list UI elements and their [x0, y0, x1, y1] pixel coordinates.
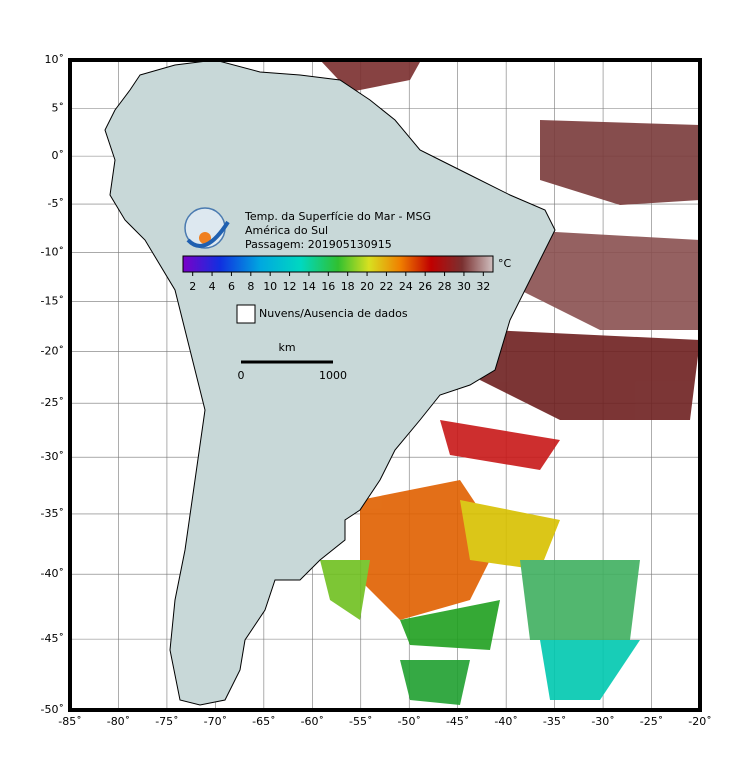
title-line: América do Sul — [245, 224, 328, 237]
colorbar-tick-label: 32 — [476, 280, 490, 293]
x-tick-label: -35˚ — [543, 715, 566, 728]
logo — [184, 207, 230, 249]
title-line: Passagem: 201905130915 — [245, 238, 392, 251]
y-tick-label: -10˚ — [41, 245, 64, 258]
x-tick-label: -85˚ — [58, 715, 81, 728]
x-tick-label: -40˚ — [494, 715, 517, 728]
colorbar-tick-label: 4 — [209, 280, 216, 293]
colorbar-tick-label: 18 — [341, 280, 355, 293]
colorbar-tick-label: 6 — [228, 280, 235, 293]
y-tick-label: -15˚ — [41, 294, 64, 307]
x-tick-label: -25˚ — [640, 715, 663, 728]
x-tick-label: -55˚ — [349, 715, 372, 728]
x-tick-label: -60˚ — [301, 715, 324, 728]
colorbar-tick-label: 8 — [247, 280, 254, 293]
y-tick-label: 10˚ — [45, 53, 65, 66]
scale-start: 0 — [238, 369, 245, 382]
y-tick-label: -5˚ — [48, 197, 64, 210]
colorbar-tick-label: 16 — [321, 280, 335, 293]
colorbar-tick-label: 28 — [438, 280, 452, 293]
sst-patches — [320, 60, 700, 705]
y-tick-label: -25˚ — [41, 396, 64, 409]
colorbar-tick-label: 12 — [283, 280, 297, 293]
colorbar-tick-label: 10 — [263, 280, 277, 293]
x-tick-label: -30˚ — [591, 715, 614, 728]
y-tick-label: -50˚ — [41, 703, 64, 716]
y-tick-label: -45˚ — [41, 632, 64, 645]
colorbar-tick-label: 14 — [302, 280, 316, 293]
legend-label: Nuvens/Ausencia de dados — [259, 307, 408, 320]
x-tick-label: -80˚ — [107, 715, 130, 728]
y-tick-label: 0˚ — [52, 149, 65, 162]
x-tick-label: -20˚ — [688, 715, 711, 728]
axis-labels: -85˚ -80˚ -75˚ -70˚ -65˚ -60˚ -55˚ -50˚ -45˚ -40˚… — [41, 53, 712, 728]
title-line: Temp. da Superfície do Mar - MSG — [244, 210, 431, 223]
scale-end: 1000 — [319, 369, 347, 382]
y-tick-label: 5˚ — [52, 101, 65, 114]
colorbar-tick-label: 30 — [457, 280, 471, 293]
colorbar — [182, 255, 494, 273]
x-tick-label: -75˚ — [155, 715, 178, 728]
scale-unit: km — [278, 341, 295, 354]
colorbar-tick-label: 2 — [189, 280, 196, 293]
colorbar-unit: °C — [498, 257, 512, 270]
x-tick-label: -70˚ — [204, 715, 227, 728]
colorbar-tick-label: 22 — [379, 280, 393, 293]
colorbar-ticks: 2 4 6 8 10 12 14 16 18 20 22 24 26 28 30 32 — [189, 272, 490, 293]
y-tick-label: -40˚ — [41, 567, 64, 580]
y-tick-label: -35˚ — [41, 507, 64, 520]
y-tick-label: -20˚ — [41, 344, 64, 357]
x-tick-label: -50˚ — [397, 715, 420, 728]
colorbar-tick-label: 24 — [399, 280, 413, 293]
x-tick-label: -45˚ — [446, 715, 469, 728]
colorbar-tick-label: 20 — [360, 280, 374, 293]
legend-box — [236, 304, 256, 324]
x-tick-label: -65˚ — [252, 715, 275, 728]
colorbar-tick-label: 26 — [418, 280, 432, 293]
map-frame — [68, 58, 702, 712]
y-tick-label: -30˚ — [41, 450, 64, 463]
